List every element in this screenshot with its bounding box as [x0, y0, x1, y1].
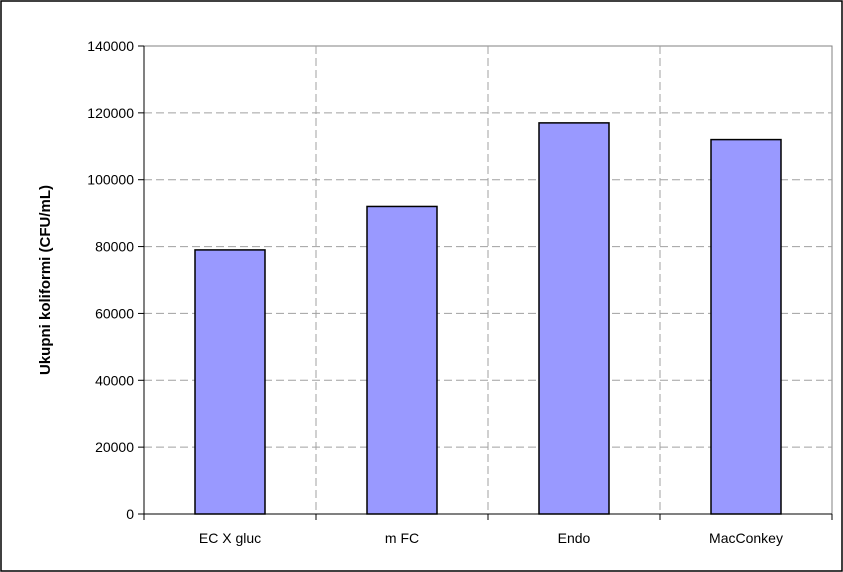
bar-endo — [538, 122, 610, 515]
x-tick-labels: EC X gluc m FC Endo MacConkey — [199, 530, 783, 546]
y-tick-label: 80000 — [95, 239, 134, 255]
bars — [194, 122, 782, 515]
y-tick-label: 120000 — [87, 105, 134, 121]
y-tick-label: 40000 — [95, 372, 134, 388]
y-axis-label: Ukupni koliformi (CFU/mL) — [37, 185, 54, 375]
bar-ec-x-gluc — [194, 249, 266, 515]
x-tick-label: m FC — [385, 530, 419, 546]
y-tick-label: 60000 — [95, 305, 134, 321]
y-tick-label: 140000 — [87, 38, 134, 54]
x-tick-label: EC X gluc — [199, 530, 261, 546]
x-tick-label: Endo — [558, 530, 591, 546]
axes — [138, 45, 833, 520]
x-tick-label: MacConkey — [709, 530, 783, 546]
y-tick-label: 0 — [126, 506, 134, 522]
y-tick-label: 20000 — [95, 439, 134, 455]
bar-macconkey — [710, 138, 782, 515]
y-tick-label: 100000 — [87, 172, 134, 188]
y-tick-labels: 0 20000 40000 60000 80000 100000 120000 140000 — [87, 38, 134, 522]
bar-m-fc — [366, 205, 438, 515]
